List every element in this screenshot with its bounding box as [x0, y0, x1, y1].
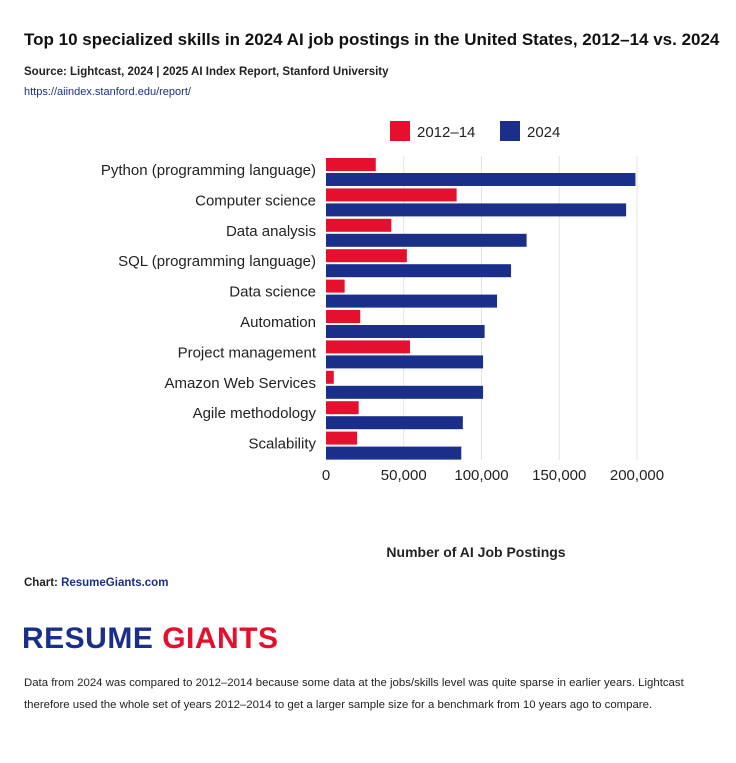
bar-2024 — [326, 355, 484, 369]
bar-2012-14 — [326, 431, 358, 445]
bar-2012-14 — [326, 188, 457, 202]
category-label: Agile methodology — [193, 405, 317, 422]
category-label: Automation — [240, 314, 316, 331]
category-label: Computer science — [195, 192, 316, 209]
bar-2024 — [326, 173, 636, 186]
bar-2012-14 — [326, 401, 359, 415]
category-label: Project management — [178, 344, 317, 361]
legend-swatch — [390, 121, 410, 141]
bar-2012-14 — [326, 310, 361, 323]
category-label: Amazon Web Services — [165, 375, 316, 392]
logo-word-resume: RESUME — [22, 622, 154, 655]
bar-2024 — [326, 264, 512, 278]
category-label: SQL (programming language) — [118, 253, 316, 270]
bar-2012-14 — [326, 218, 392, 232]
bar-2024 — [326, 416, 463, 430]
bars — [326, 158, 636, 460]
bar-2012-14 — [326, 279, 345, 293]
legend-label: 2024 — [527, 124, 560, 141]
x-tick-label: 200,000 — [610, 467, 664, 484]
legend-swatch — [500, 121, 520, 141]
legend: 2012–14 2024 — [390, 121, 560, 141]
category-label: Scalability — [248, 436, 316, 453]
grid-lines — [403, 156, 638, 460]
source-line: Source: Lightcast, 2024 | 2025 AI Index … — [24, 66, 389, 78]
bar-2024 — [326, 325, 485, 338]
legend-item: 2012–14 — [390, 121, 475, 141]
bar-2012-14 — [326, 370, 334, 384]
x-tick-label: 0 — [322, 467, 330, 484]
legend-item: 2024 — [500, 121, 560, 141]
legend-label: 2012–14 — [417, 124, 475, 141]
chart-credit: Chart: ResumeGiants.com — [24, 577, 168, 589]
x-axis-title: Number of AI Job Postings — [386, 544, 566, 560]
bar-2024 — [326, 385, 484, 399]
logo-word-giants: GIANTS — [162, 622, 279, 655]
credit-prefix: Chart: — [24, 577, 62, 589]
category-label: Data analysis — [226, 223, 316, 240]
bar-chart: 2012–14 2024 Python (programming language… — [101, 121, 664, 484]
category-label: Python (programming language) — [101, 162, 316, 179]
bar-2024 — [326, 446, 462, 460]
x-tick-label: 150,000 — [532, 467, 586, 484]
bar-2012-14 — [326, 249, 407, 263]
credit-link[interactable]: ResumeGiants.com — [61, 577, 169, 589]
category-labels: Python (programming language) Computer sc… — [101, 162, 317, 453]
chart-title: Top 10 specialized skills in 2024 AI job… — [24, 30, 720, 49]
bar-2012-14 — [326, 158, 376, 171]
report-link[interactable]: https://aiindex.stanford.edu/report/ — [24, 86, 191, 98]
bar-2024 — [326, 294, 498, 308]
x-tick-label: 50,000 — [381, 467, 427, 484]
footnote: Data from 2024 was compared to 2012–2014… — [24, 677, 684, 711]
bar-2024 — [326, 233, 527, 247]
resume-giants-logo: RESUME GIANTS — [22, 622, 279, 656]
bar-2024 — [326, 203, 627, 217]
category-label: Data science — [229, 284, 316, 301]
bar-2012-14 — [326, 340, 410, 354]
x-tick-labels: 0 50,000 100,000 150,000 200,000 — [322, 467, 664, 484]
x-tick-label: 100,000 — [454, 467, 508, 484]
